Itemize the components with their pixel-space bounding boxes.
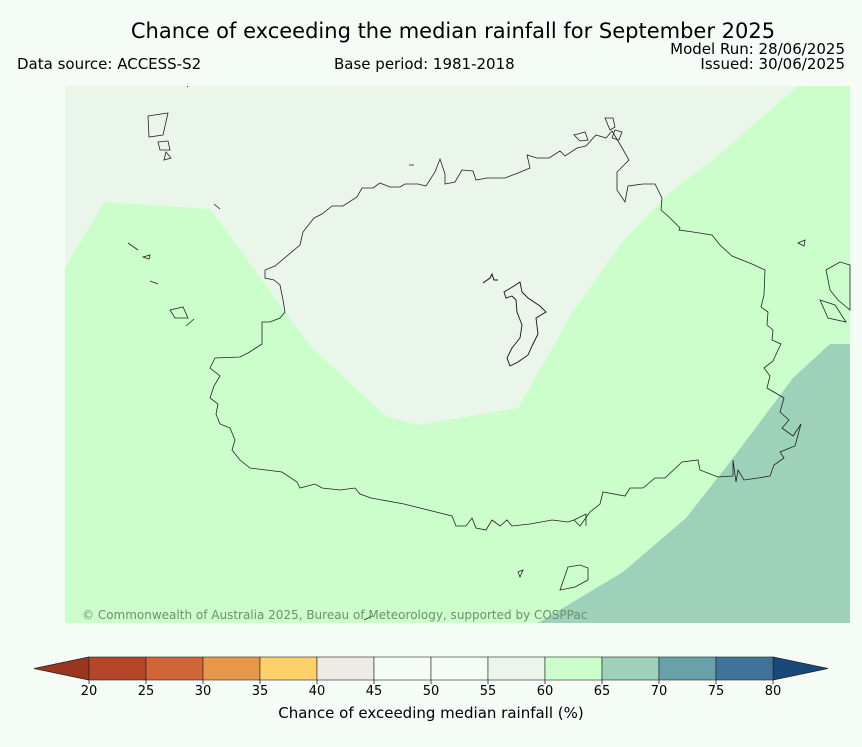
map-title: Chance of exceeding the median rainfall …: [130, 19, 776, 43]
copyright-credit: © Commonwealth of Australia 2025, Bureau…: [82, 608, 588, 622]
colorbar-bin-75-80: [715, 656, 774, 681]
colorbar-bin-45-50: [373, 656, 432, 681]
colorbar-bin-70-75: [658, 656, 717, 681]
colorbar-bin-25-30: [145, 656, 204, 681]
colorbar-bin-60-65: [544, 656, 603, 681]
colorbar-bin-50-55: [430, 656, 489, 681]
data-source-label: Data source: ACCESS-S2: [17, 55, 202, 73]
coastline-central-island: [503, 281, 547, 367]
coastline-islet: [482, 272, 498, 284]
base-period-label: Base period: 1981-2018: [334, 55, 515, 73]
colorbar-tick-label: 80: [765, 684, 782, 699]
small-islands: [127, 85, 851, 621]
colorbar-tick-label: 45: [366, 684, 383, 699]
colorbar-over-arrow: [772, 656, 829, 681]
colorbar-tick-label: 55: [480, 684, 497, 699]
issued-label: Issued: 30/06/2025: [700, 55, 845, 73]
colorbar-bin-20-25: [88, 656, 147, 681]
colorbar-tick-label: 75: [708, 684, 725, 699]
coastline-main: [209, 130, 802, 531]
colorbar-tick-label: 50: [423, 684, 440, 699]
colorbar: 20 25 30 35 40 45 50 55 60 65 70 75 80: [33, 656, 829, 699]
map-region-60-65: [65, 86, 850, 623]
colorbar-tick-label: 25: [138, 684, 155, 699]
colorbar-bin-35-40: [259, 656, 318, 681]
colorbar-bin-55-60: [487, 656, 546, 681]
colorbar-bin-65-70: [601, 656, 660, 681]
colorbar-bin-30-35: [202, 656, 261, 681]
colorbar-under-arrow: [33, 656, 90, 681]
colorbar-bin-40-45: [316, 656, 375, 681]
colorbar-tick-label: 65: [594, 684, 611, 699]
colorbar-label: Chance of exceeding median rainfall (%): [278, 704, 584, 722]
map-region-65-70: [538, 344, 850, 623]
colorbar-tick-label: 40: [309, 684, 326, 699]
colorbar-tick-label: 20: [81, 684, 98, 699]
colorbar-tick-label: 60: [537, 684, 554, 699]
colorbar-tick-label: 35: [252, 684, 269, 699]
model-run-label: Model Run: 28/06/2025: [670, 40, 845, 58]
colorbar-tick-label: 70: [651, 684, 668, 699]
colorbar-tick-label: 30: [195, 684, 212, 699]
